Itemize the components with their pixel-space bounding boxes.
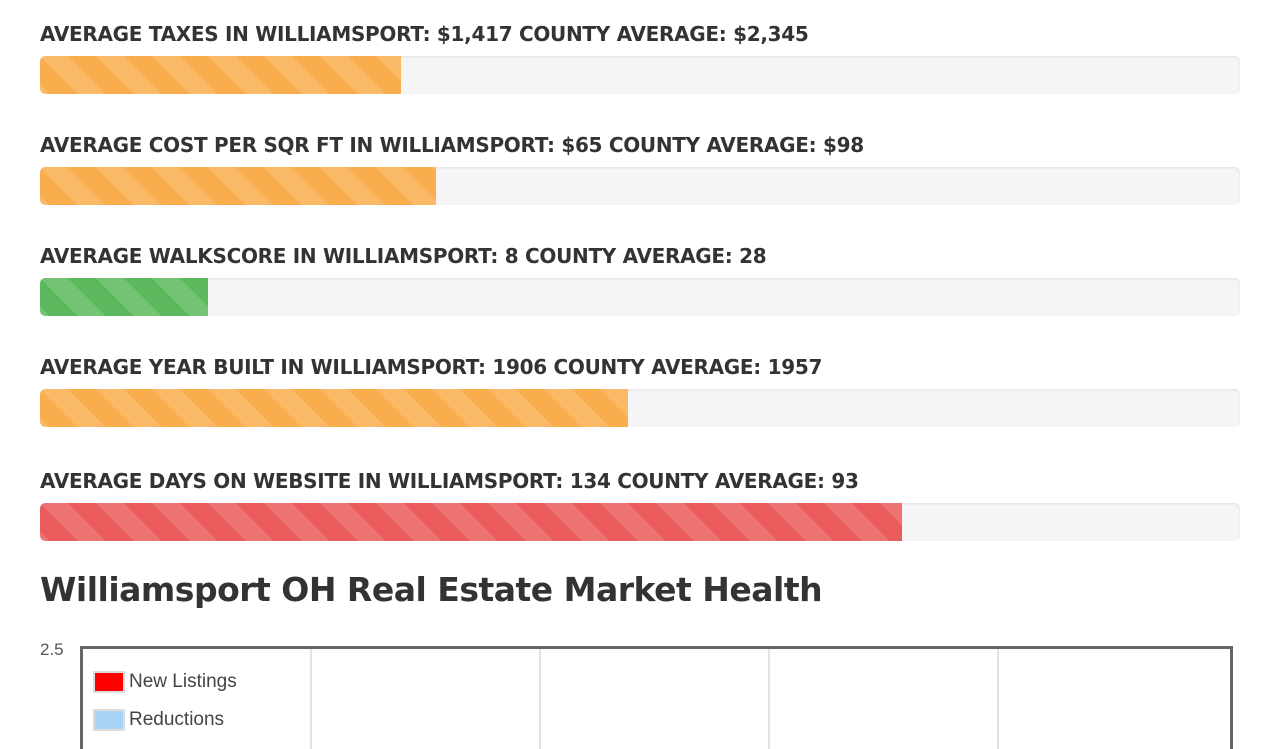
stat-label: AVERAGE COST PER SQR FT IN WILLIAMSPORT:… xyxy=(40,133,864,157)
grid-line xyxy=(310,649,312,749)
legend-swatch-icon xyxy=(93,671,125,693)
legend-item-reductions[interactable]: Reductions xyxy=(93,705,237,735)
progress-track xyxy=(40,503,1240,541)
progress-track xyxy=(40,56,1240,94)
stat-label: AVERAGE DAYS ON WEBSITE IN WILLIAMSPORT:… xyxy=(40,469,859,493)
progress-fill xyxy=(40,389,628,427)
chart-legend: New Listings Reductions xyxy=(93,667,237,743)
progress-fill xyxy=(40,503,902,541)
stat-label: AVERAGE TAXES IN WILLIAMSPORT: $1,417 CO… xyxy=(40,22,809,46)
stat-days-on-website: AVERAGE DAYS ON WEBSITE IN WILLIAMSPORT:… xyxy=(40,466,1240,541)
section-title: Williamsport OH Real Estate Market Healt… xyxy=(40,570,823,609)
stat-label: AVERAGE WALKSCORE IN WILLIAMSPORT: 8 COU… xyxy=(40,244,767,268)
plot-area: New Listings Reductions xyxy=(80,646,1233,749)
progress-track xyxy=(40,278,1240,316)
grid-line xyxy=(997,649,999,749)
legend-label: Reductions xyxy=(129,709,225,730)
legend-swatch-icon xyxy=(93,709,125,731)
y-axis-tick: 2.5 xyxy=(40,640,64,659)
legend-label: New Listings xyxy=(129,671,237,692)
stat-year-built: AVERAGE YEAR BUILT IN WILLIAMSPORT: 1906… xyxy=(40,352,1240,427)
grid-line xyxy=(539,649,541,749)
legend-item-new-listings[interactable]: New Listings xyxy=(93,667,237,697)
progress-fill xyxy=(40,278,208,316)
stat-walkscore: AVERAGE WALKSCORE IN WILLIAMSPORT: 8 COU… xyxy=(40,241,1240,316)
progress-track xyxy=(40,389,1240,427)
progress-track xyxy=(40,167,1240,205)
progress-fill xyxy=(40,56,401,94)
stat-label: AVERAGE YEAR BUILT IN WILLIAMSPORT: 1906… xyxy=(40,355,823,379)
market-health-chart: 2.5 New Listings Reductions xyxy=(30,636,1240,749)
stat-cost-per-sqft: AVERAGE COST PER SQR FT IN WILLIAMSPORT:… xyxy=(40,130,1240,205)
stat-taxes: AVERAGE TAXES IN WILLIAMSPORT: $1,417 CO… xyxy=(40,19,1240,94)
grid-line xyxy=(768,649,770,749)
progress-fill xyxy=(40,167,436,205)
